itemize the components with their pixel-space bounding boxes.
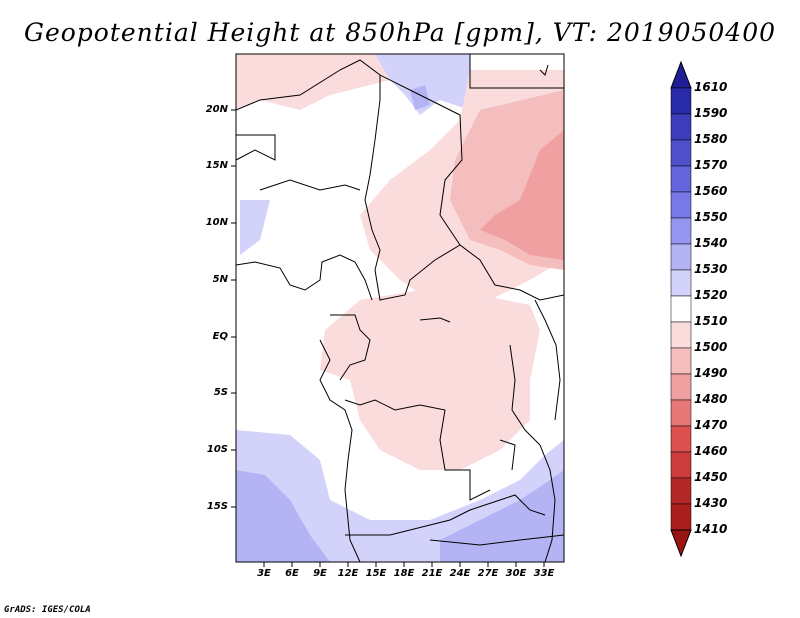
colorbar-swatch-8 (670, 269, 692, 297)
colorbar-swatch-4 (670, 165, 692, 193)
coast-angola (319, 339, 361, 562)
lon-label-6e: 6E (285, 568, 299, 579)
colorbar-swatch-2 (670, 113, 692, 141)
boundary-east (509, 344, 556, 562)
lon-label-24e: 24E (449, 568, 471, 579)
lat-label-5n: 5N (212, 274, 228, 285)
boundary-chad-sudan (379, 74, 463, 246)
lat-label-10n: 10N (205, 217, 228, 228)
colorbar-label-1570: 1570 (694, 158, 728, 172)
boundary-namibia-zambia (345, 494, 546, 536)
field-central-pink (320, 290, 540, 470)
lon-ticks (263, 562, 545, 567)
lat-label-15n: 15N (205, 160, 228, 171)
colorbar-label-1450: 1450 (694, 470, 728, 484)
map-frame (235, 53, 565, 563)
lon-label-27e: 27E (477, 568, 499, 579)
boundary-lake-victoria (534, 299, 561, 421)
colorbar-swatch-12 (670, 373, 692, 401)
colorbar-swatch-7 (670, 243, 692, 271)
colorbar-swatch-3 (670, 139, 692, 167)
field-north-blue (375, 54, 470, 115)
lon-label-9e: 9E (313, 568, 327, 579)
coast-sinai (539, 64, 549, 76)
lat-label-20n: 20N (205, 104, 228, 115)
colorbar-label-1550: 1550 (694, 210, 728, 224)
colorbar-label-1580: 1580 (694, 132, 728, 146)
boundary-egypt (469, 54, 564, 89)
colorbar-swatch-5 (670, 191, 692, 219)
height-field (236, 54, 564, 562)
lon-label-30e: 30E (505, 568, 527, 579)
lon-label-33e: 33E (533, 568, 555, 579)
country-boundaries (236, 54, 564, 562)
colorbar-label-1430: 1430 (694, 496, 728, 510)
boundary-angola-drc (344, 399, 491, 501)
lat-label-5s: 5S (213, 387, 228, 398)
boundary-west-1 (236, 134, 276, 161)
colorbar-label-1460: 1460 (694, 444, 728, 458)
field-east-pink-deep (480, 130, 564, 260)
lon-label-15e: 15E (365, 568, 387, 579)
colorbar-label-1610: 1610 (694, 80, 728, 94)
colorbar-bottom-arrow (670, 529, 692, 558)
colorbar-label-1510: 1510 (694, 314, 728, 328)
field-southwest-blue-dark (236, 470, 330, 562)
colorbar (670, 60, 692, 558)
boundary-sahel (236, 59, 564, 301)
field-west-blue (240, 200, 270, 255)
colorbar-swatch-16 (670, 477, 692, 505)
boundary-west-2 (259, 179, 361, 191)
colorbar-top-arrow (670, 60, 692, 89)
colorbar-swatch-14 (670, 425, 692, 453)
lon-label-21e: 21E (421, 568, 443, 579)
colorbar-swatch-6 (670, 217, 692, 245)
lon-label-18e: 18E (393, 568, 415, 579)
boundary-gabon (330, 314, 371, 381)
lat-label-15s: 15S (206, 501, 228, 512)
lat-label-eq: EQ (212, 331, 228, 342)
lake-mark-2 (499, 439, 516, 471)
colorbar-swatch-10 (670, 321, 692, 349)
colorbar-swatch-15 (670, 451, 692, 479)
colorbar-label-1480: 1480 (694, 392, 728, 406)
colorbar-label-1500: 1500 (694, 340, 728, 354)
field-north-blue-dark (410, 85, 430, 110)
footer-credit: GrADS: IGES/COLA (4, 605, 91, 615)
field-north-pink (236, 54, 400, 110)
colorbar-swatch-17 (670, 503, 692, 531)
map-title: Geopotential Height at 850hPa [gpm], VT:… (23, 18, 777, 47)
lat-label-10s: 10S (206, 444, 228, 455)
colorbar-swatch-11 (670, 347, 692, 375)
colorbar-label-1560: 1560 (694, 184, 728, 198)
colorbar-label-1410: 1410 (694, 522, 728, 536)
colorbar-label-1540: 1540 (694, 236, 728, 250)
boundary-south (429, 534, 564, 546)
colorbar-swatch-9 (670, 295, 692, 323)
colorbar-swatch-1 (670, 87, 692, 115)
colorbar-label-1520: 1520 (694, 288, 728, 302)
lon-label-12e: 12E (337, 568, 359, 579)
lon-label-3e: 3E (257, 568, 271, 579)
colorbar-label-1470: 1470 (694, 418, 728, 432)
lat-ticks (231, 109, 236, 508)
lake-mark-1 (419, 317, 451, 323)
colorbar-label-1590: 1590 (694, 106, 728, 120)
colorbar-label-1490: 1490 (694, 366, 728, 380)
coast-gulf-guinea (236, 254, 373, 301)
colorbar-label-1530: 1530 (694, 262, 728, 276)
colorbar-swatch-13 (670, 399, 692, 427)
